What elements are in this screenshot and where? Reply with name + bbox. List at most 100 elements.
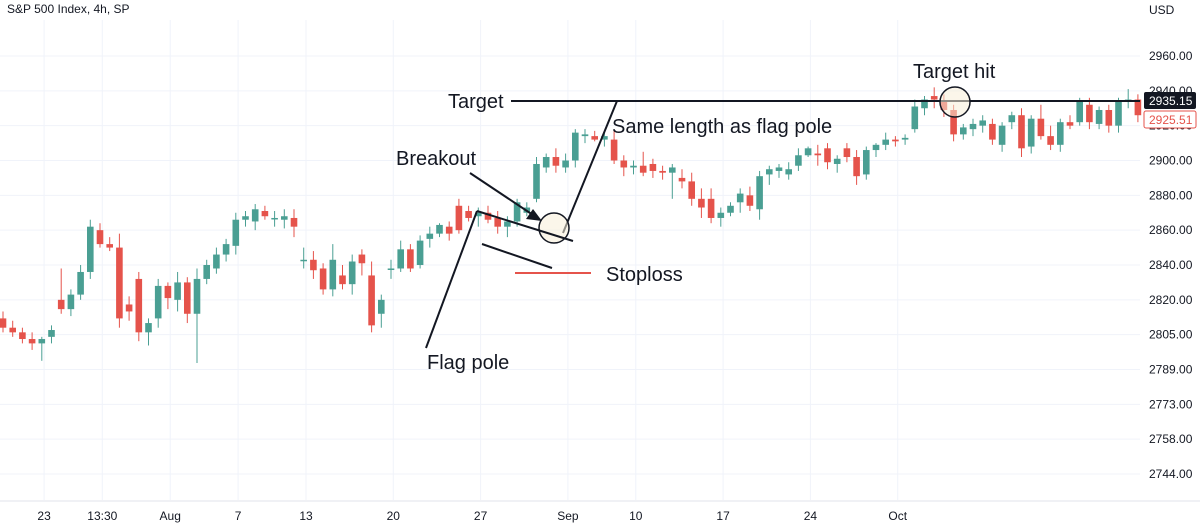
candle-body [795,155,802,166]
candle-body [736,193,744,203]
candle-body [48,330,55,337]
candle [358,249,366,276]
candle-body [193,278,201,314]
candle [213,247,220,274]
flag-lower-line [481,243,553,269]
candle-body [87,226,94,272]
candle [145,318,152,346]
candle-body [1018,115,1025,149]
candle [319,263,327,295]
candle [843,143,851,163]
candle-body [882,139,889,145]
y-tick-label: 2773.00 [1149,397,1193,411]
candle [348,254,356,295]
candle-body [358,254,366,264]
candle [581,129,589,144]
candle [717,207,725,227]
candle [57,268,65,314]
candle [1105,104,1113,133]
measured-move-label: Same length as flag pole [612,116,832,138]
candle-body [766,169,773,175]
candle [921,96,928,116]
candle-body [213,254,220,269]
x-tick-label: Sep [557,509,579,523]
candle [659,165,666,180]
measured-move-line [562,100,618,234]
candle-body [407,249,414,269]
candle-body [1095,109,1103,124]
candle-body [484,212,492,220]
candle [892,136,899,147]
candle-body [0,318,7,328]
candle-body [542,157,550,168]
candle [1018,108,1025,158]
candle-body [261,211,269,217]
candle-body [348,261,356,285]
candle [387,259,395,279]
candle-body [824,148,831,163]
candle-body [242,216,249,220]
candle [610,130,618,164]
x-tick-label: 20 [387,509,401,523]
candle [251,204,259,231]
candle [310,251,317,279]
candle-body [465,211,472,218]
breakout-circle [538,212,570,244]
candle [1027,115,1035,154]
candle-body [57,299,65,310]
candle-body [397,249,404,269]
candle [572,129,579,168]
candle [1115,97,1122,133]
candle-body [445,226,453,234]
candle-body [814,153,822,156]
x-tick-label: 10 [629,509,643,523]
candle-body [1066,122,1074,126]
y-tick-label: 2860.00 [1149,223,1193,237]
candle-body [116,247,123,319]
x-tick-label: Aug [160,509,181,523]
x-tick-label: 27 [474,509,488,523]
y-tick-label: 2880.00 [1149,188,1193,202]
candle [1134,94,1142,123]
candle [989,118,996,145]
breakout-arrowhead [526,209,542,221]
candle [998,122,1006,152]
candle [261,205,269,220]
candle [368,261,375,333]
candle [1057,118,1064,152]
candle-body [455,205,463,231]
candle [494,211,501,234]
candle [38,336,46,361]
candle [542,153,550,173]
candle [707,188,715,224]
candle-body [232,219,240,246]
candle [407,244,414,272]
candle [727,202,734,217]
candle [455,198,463,234]
candle [1124,89,1132,109]
candle [96,223,104,248]
candle-body [38,339,46,344]
candle-body [174,282,181,300]
candle [1008,111,1016,130]
candle-body [843,148,851,158]
candle-body [436,224,443,234]
candle-body [251,209,259,222]
candle-body [416,240,424,265]
candle [863,146,870,180]
candle [979,115,986,133]
candle [552,148,560,173]
flag-pole-label: Flag pole [427,352,509,374]
candle-body [785,169,792,175]
axes: USD 2744.00 2758.00 2773.00 2789.00 2805.00 2… [0,3,1200,523]
candle-body [387,268,395,270]
secondary-price-tag: 2925.51 [1149,113,1193,127]
candle [688,172,695,206]
candle [116,233,123,328]
candle-body [1037,118,1045,137]
candle [630,160,637,175]
candle-body [552,157,560,166]
candle [591,130,598,142]
candle-body [106,244,113,248]
